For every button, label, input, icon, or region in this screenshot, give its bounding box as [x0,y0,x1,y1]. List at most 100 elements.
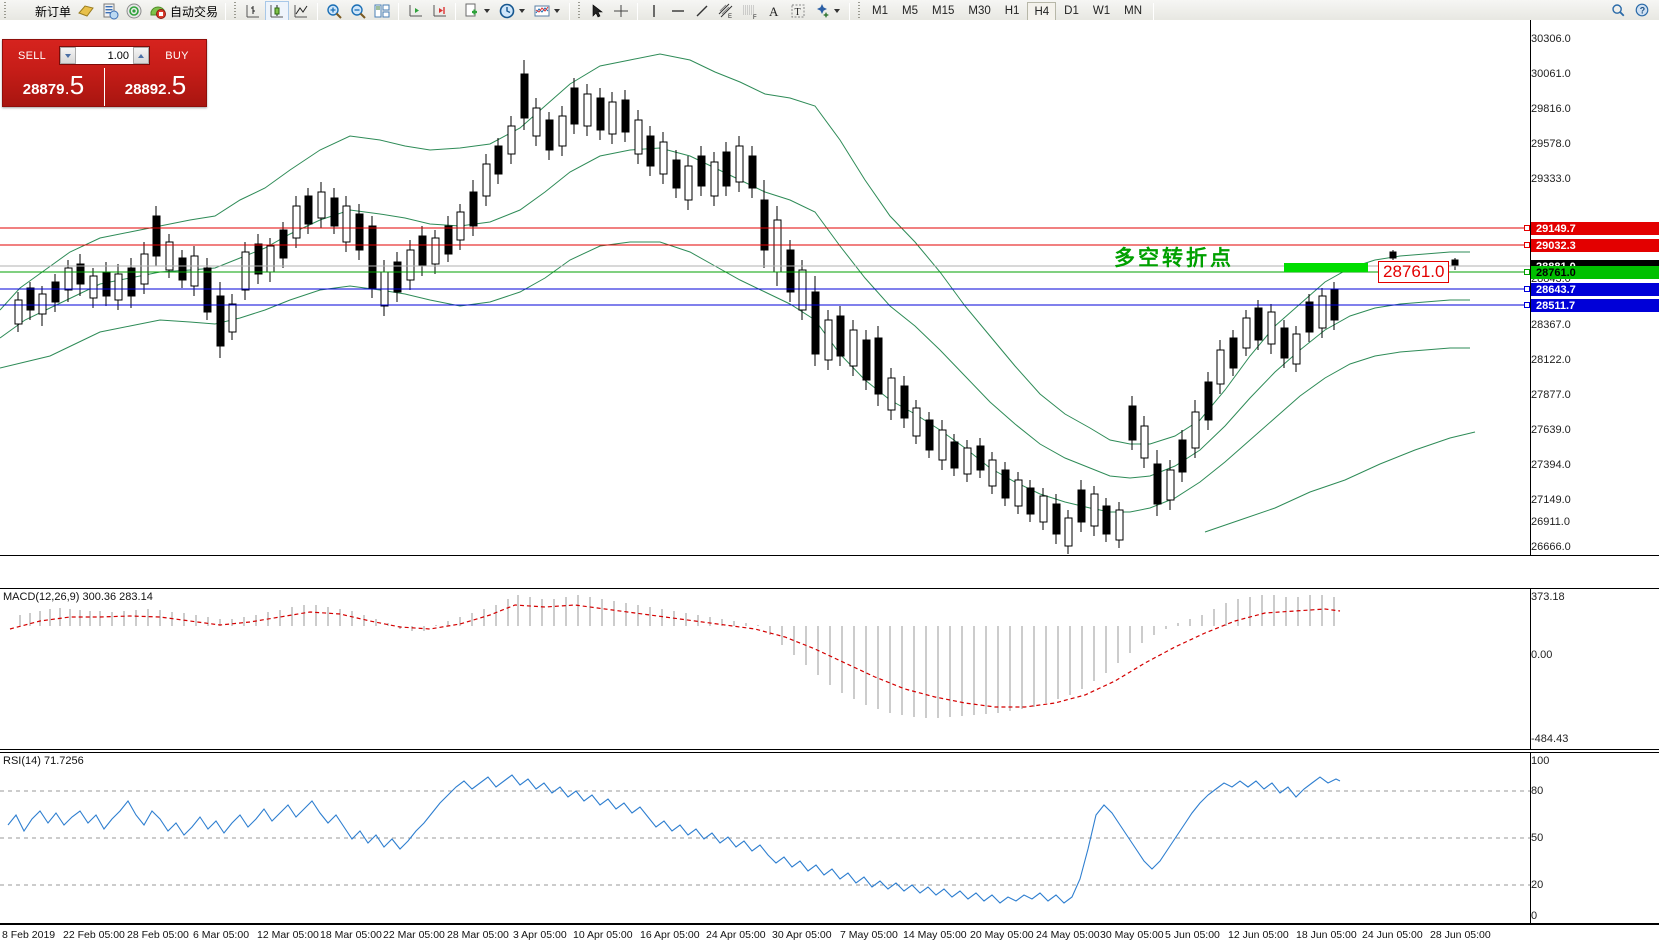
timeframe-h4[interactable]: H4 [1027,1,1057,21]
time-tick-0: 8 Feb 2019 [2,929,56,941]
timeframe-m1[interactable]: M1 [872,4,889,17]
toolbar-grip-3[interactable] [577,2,583,20]
market-watch-icon [101,2,119,20]
toolbar-button-line-chart[interactable] [289,1,313,22]
price-tick-9: 28122.0 [1531,354,1571,366]
toolbar-button-crosshair[interactable] [609,1,633,22]
macd-tick-0: 373.18 [1531,591,1565,603]
timeframe-mn[interactable]: MN [1124,4,1142,17]
rsi-plot-area[interactable] [0,753,1530,923]
volume-increment-button[interactable] [133,47,149,64]
toolbar-button-autoscroll[interactable] [403,1,427,22]
rsi-tick-50: 50 [1531,832,1544,844]
price-plot-area[interactable]: 多空转折点 28761.0 [0,20,1530,555]
clock-icon [498,2,516,20]
price-chart-pane[interactable]: 多空转折点 28761.0 30306.0 30061.0 29816.0 29… [0,20,1659,556]
price-tick-12: 27394.0 [1531,459,1571,471]
help-icon: ? [1634,2,1652,20]
toolbar-button-new-template[interactable] [460,1,495,22]
volume-input[interactable]: 1.00 [107,49,129,62]
time-tick-6: 22 Mar 05:00 [383,929,445,941]
objects-caret-icon[interactable] [834,9,841,13]
time-tick-13: 7 May 05:00 [840,929,898,941]
toolbar-button-help[interactable]: ? [1631,1,1655,22]
toolbar-button-vertical-line[interactable] [642,1,666,22]
level-handle-29149[interactable] [1524,225,1530,231]
timeframe-w1[interactable]: W1 [1092,4,1111,17]
timeframe-m5[interactable]: M5 [902,4,918,17]
toolbar-button-trendline[interactable] [690,1,714,22]
time-axis[interactable]: 8 Feb 2019 22 Feb 05:00 28 Feb 05:00 6 M… [0,924,1659,946]
time-tick-7: 28 Mar 05:00 [447,929,509,941]
toolbar-grip-2[interactable] [233,2,239,20]
toolbar-button-zoom-in[interactable] [322,1,346,22]
toolbar-button-zoom-out[interactable] [346,1,370,22]
toolbar-button-horizontal-line[interactable] [666,1,690,22]
price-marker-support-1[interactable]: 28643.7 [1531,283,1659,296]
timeframe-h1[interactable]: H1 [1004,4,1020,17]
rsi-axis[interactable]: 100 80 50 20 0 [1530,753,1659,923]
sell-button[interactable]: 28879 . 5 [3,68,105,106]
level-handle-29032[interactable] [1524,242,1530,248]
price-axis[interactable]: 30306.0 30061.0 29816.0 29578.0 29333.0 … [1530,20,1659,555]
macd-axis[interactable]: 373.18 0.00 -484.43 [1530,589,1659,749]
toolbar-button-market-watch[interactable] [98,1,122,22]
price-tick-0: 30306.0 [1531,33,1571,45]
toolbar-button-bar-chart[interactable] [241,1,265,22]
level-handle-28643[interactable] [1524,286,1530,292]
autoscroll-icon [406,2,424,20]
chevron-down-icon [65,53,71,58]
toolbar-button-period[interactable] [495,1,530,22]
toolbar-button-text-label[interactable]: T [786,1,810,22]
new-template-caret-icon[interactable] [484,9,491,13]
toolbar-button-cursor[interactable] [585,1,609,22]
toolbar-grip[interactable] [3,2,8,20]
sell-price-dot: . [65,83,69,97]
indicators-caret-icon[interactable] [554,9,561,13]
toolbar-grip-4[interactable] [857,2,863,20]
macd-plot-area[interactable] [0,589,1530,749]
charts-icon [77,2,95,20]
toolbar-button-text[interactable]: A [762,1,786,22]
buy-price-decimal: 5 [171,70,187,100]
price-marker-support-green[interactable]: 28761.0 [1531,266,1659,279]
svg-text:E: E [728,14,732,20]
buy-button[interactable]: 28892 . 5 [105,68,206,106]
timeframe-d1[interactable]: D1 [1064,4,1079,17]
price-marker-resistance-2[interactable]: 29032.3 [1531,239,1659,252]
toolbar-button-chart-shift[interactable] [427,1,451,22]
macd-indicator-pane[interactable]: MACD(12,26,9) 300.36 283.14 [0,588,1659,750]
price-marker-resistance-1[interactable]: 29149.7 [1531,222,1659,235]
price-tick-15: 26666.0 [1531,541,1571,553]
candlestick-series [14,60,1459,554]
timeframe-m15[interactable]: M15 [932,4,955,17]
toolbar-button-auto-trading[interactable]: 自动交易 [146,1,221,22]
cursor-icon [588,2,606,20]
period-caret-icon[interactable] [519,9,526,13]
level-handle-28761[interactable] [1524,269,1530,275]
toolbar-button-indicators[interactable] [530,1,565,22]
toolbar-button-fibonacci[interactable]: F [738,1,762,22]
navigator-icon [125,2,143,20]
auto-trading-label: 自动交易 [170,4,219,19]
toolbar-button-equidistant-channel[interactable]: E [714,1,738,22]
volume-input-group[interactable]: 1.00 [59,46,150,65]
toolbar-button-objects[interactable] [810,1,845,22]
new-order-button[interactable]: 新订单 [11,1,74,22]
time-tick-18: 5 Jun 05:00 [1165,929,1220,941]
toolbar-button-tile-windows[interactable] [370,1,394,22]
level-handle-28511[interactable] [1524,302,1530,308]
toolbar-button-search[interactable] [1607,1,1631,22]
toolbar-button-candlestick-chart[interactable] [265,0,290,22]
toolbar-button-charts[interactable] [74,1,98,22]
time-tick-4: 12 Mar 05:00 [257,929,319,941]
new-order-label: 新订单 [35,4,72,19]
volume-decrement-button[interactable] [60,47,76,64]
chevron-up-icon [138,53,144,58]
one-click-trading-panel[interactable]: SELL 1.00 BUY 28879 . 5 28892 . 5 [2,39,207,107]
timeframe-m30[interactable]: M30 [968,4,991,17]
rsi-indicator-pane[interactable]: RSI(14) 71.7256 100 80 50 20 0 [0,752,1659,924]
moving-average-secondary [1204,431,1476,533]
price-marker-support-2[interactable]: 28511.7 [1531,299,1659,312]
toolbar-button-navigator[interactable] [122,1,146,22]
